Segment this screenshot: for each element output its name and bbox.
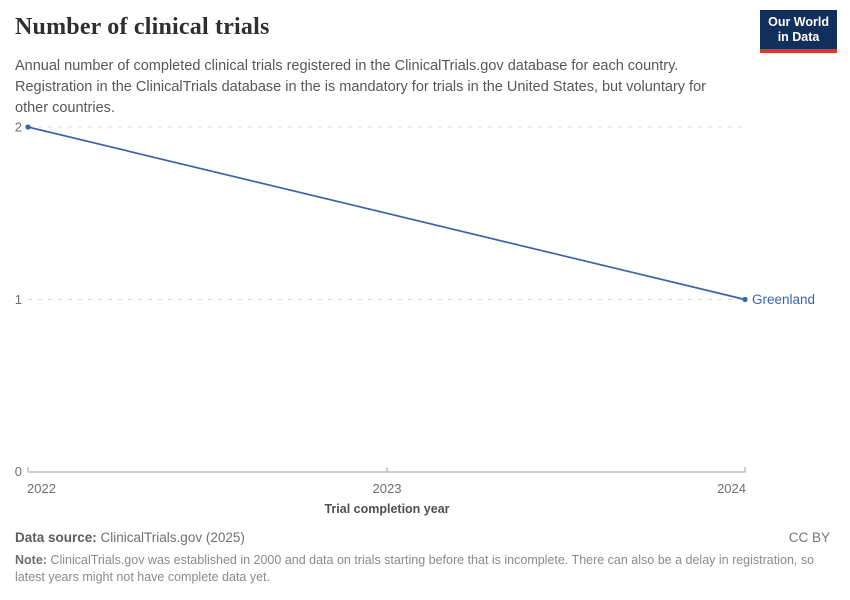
x-axis-title: Trial completion year bbox=[324, 502, 449, 516]
y-tick-2: 2 bbox=[15, 120, 22, 135]
data-source: Data source: ClinicalTrials.gov (2025) bbox=[15, 530, 245, 545]
chart-subtitle: Annual number of completed clinical tria… bbox=[15, 58, 706, 116]
line-chart: 2 1 0 2022 2023 2024 Trial completion ye… bbox=[0, 110, 850, 520]
data-point-marker bbox=[25, 124, 31, 130]
x-tick-2023: 2023 bbox=[373, 481, 402, 496]
footnote-text: ClinicalTrials.gov was established in 20… bbox=[15, 553, 815, 584]
license-link[interactable]: CC BY bbox=[788, 530, 830, 545]
y-tick-0: 0 bbox=[15, 464, 22, 479]
x-tick-2022: 2022 bbox=[27, 481, 56, 496]
x-axis-labels: 2022 2023 2024 bbox=[27, 481, 746, 496]
data-source-label: Data source: bbox=[15, 530, 97, 545]
series-line bbox=[27, 126, 746, 301]
owid-logo[interactable]: Our World in Data bbox=[760, 10, 837, 53]
footnote: Note: ClinicalTrials.gov was established… bbox=[15, 552, 830, 586]
series-label: Greenland bbox=[752, 292, 815, 307]
data-point-marker bbox=[742, 296, 748, 303]
y-tick-1: 1 bbox=[15, 292, 22, 307]
chart-svg: 2 1 0 2022 2023 2024 Trial completion ye… bbox=[15, 120, 815, 517]
x-axis bbox=[27, 467, 746, 473]
owid-logo-line2: in Data bbox=[777, 30, 820, 44]
source-row: Data source: ClinicalTrials.gov (2025) C… bbox=[15, 530, 830, 545]
owid-logo-line1: Our World bbox=[768, 15, 829, 29]
data-source-link[interactable]: ClinicalTrials.gov (2025) bbox=[100, 530, 245, 545]
footnote-label: Note: bbox=[15, 553, 47, 567]
y-axis-labels: 2 1 0 bbox=[15, 120, 22, 480]
chart-footer: Data source: ClinicalTrials.gov (2025) C… bbox=[15, 530, 830, 586]
series-group: Greenland bbox=[25, 124, 815, 307]
page-title: Number of clinical trials bbox=[15, 14, 270, 40]
x-tick-2024: 2024 bbox=[717, 481, 746, 496]
